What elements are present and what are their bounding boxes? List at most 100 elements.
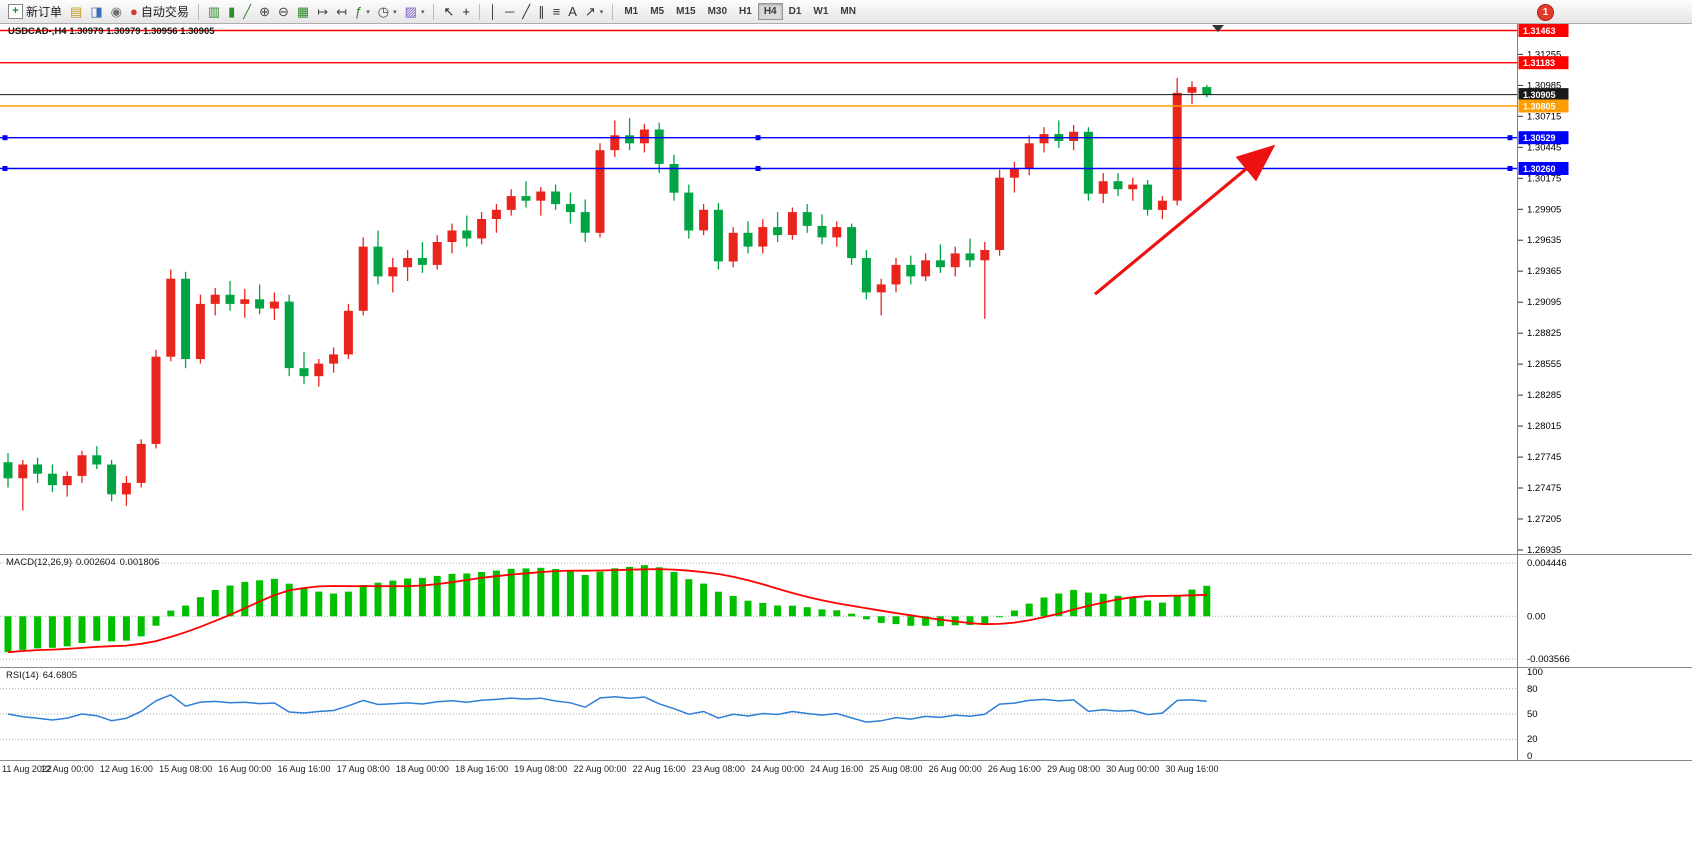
horizontal-price-lines[interactable] — [0, 29, 1517, 172]
candlesticks — [3, 77, 1212, 511]
rsi-grid: 100 80 50 20 0 — [0, 668, 1543, 760]
timeframe-w1[interactable]: W1 — [807, 3, 834, 20]
toolbar-separator — [197, 3, 199, 20]
svg-text:0: 0 — [1527, 751, 1532, 760]
trend-arrow[interactable] — [1093, 144, 1276, 296]
bar-chart-button[interactable]: ▥ — [204, 2, 224, 22]
time-label: 22 Aug 00:00 — [573, 764, 627, 774]
navigator-button[interactable]: ◉ — [107, 2, 126, 22]
indicators-button[interactable]: ƒ ▾ — [351, 2, 374, 22]
chevron-down-icon: ▾ — [393, 8, 397, 16]
auto-scroll-button[interactable]: ↦ — [313, 2, 332, 22]
channel-button[interactable]: ∥ — [534, 2, 549, 22]
macd-panel[interactable]: 0.004446 0.00 -0.003566 MACD(12,26,9) 0.002… — [0, 554, 1692, 667]
svg-text:1.28825: 1.28825 — [1527, 328, 1561, 339]
svg-text:1.26935: 1.26935 — [1527, 545, 1561, 554]
rsi-value: 64.6805 — [42, 670, 78, 681]
svg-text:-0.003566: -0.003566 — [1527, 654, 1570, 665]
vertical-line-icon: │ — [488, 4, 498, 19]
new-order-label: 新订单 — [26, 5, 63, 19]
time-label: 26 Aug 16:00 — [987, 764, 1041, 774]
trendline-button[interactable]: ╱ — [518, 2, 534, 22]
time-label: 11 Aug 2022 — [2, 764, 52, 774]
templates-button[interactable]: ▨ ▾ — [401, 2, 429, 22]
svg-text:1.30905: 1.30905 — [1523, 90, 1556, 100]
timeframe-d1[interactable]: D1 — [783, 3, 808, 20]
rsi-label: RSI(14) 64.6805 — [6, 670, 77, 681]
tile-windows-button[interactable]: ▦ — [293, 2, 313, 22]
zoom-out-button[interactable]: ⊖ — [274, 2, 293, 22]
fibonacci-button[interactable]: ≡ — [549, 2, 565, 22]
time-label: 16 Aug 00:00 — [218, 764, 272, 774]
new-order-button[interactable]: + 新订单 — [4, 2, 66, 22]
notification-badge[interactable]: 1 — [1537, 4, 1554, 21]
crosshair-icon: + — [462, 4, 470, 19]
market-watch-button[interactable]: ◨ — [86, 2, 106, 22]
auto-trading-button[interactable]: ● 自动交易 — [126, 2, 193, 22]
line-chart-icon: ╱ — [243, 4, 252, 19]
vertical-line-button[interactable]: │ — [485, 2, 501, 22]
time-label: 24 Aug 16:00 — [810, 764, 864, 774]
cursor-icon: ↖ — [443, 4, 455, 19]
svg-text:20: 20 — [1527, 734, 1538, 745]
timeframe-mn[interactable]: MN — [834, 3, 862, 20]
periods-button[interactable]: ◷ ▾ — [374, 2, 401, 22]
line-chart-button[interactable]: ╱ — [239, 2, 255, 22]
toolbar-separator — [433, 3, 435, 20]
chart-area: 1.31255 1.30985 1.30715 1.30445 1.30175 1.299… — [0, 24, 1692, 779]
timeframe-m15[interactable]: M15 — [670, 3, 701, 20]
horizontal-line-icon: ─ — [505, 4, 515, 19]
svg-text:1.30445: 1.30445 — [1527, 142, 1561, 153]
text-icon: A — [568, 4, 577, 19]
chart-shift-marker[interactable] — [1212, 25, 1224, 32]
svg-text:1.30805: 1.30805 — [1523, 102, 1556, 112]
text-button[interactable]: A — [564, 2, 581, 22]
time-label: 30 Aug 00:00 — [1106, 764, 1160, 774]
chevron-down-icon: ▾ — [366, 8, 370, 16]
svg-text:1.31255: 1.31255 — [1527, 49, 1561, 60]
line-handle — [1507, 135, 1513, 141]
timeframe-m5[interactable]: M5 — [644, 3, 670, 20]
timeframe-h4[interactable]: H4 — [757, 3, 783, 20]
new-chart-button[interactable]: ▤ — [66, 2, 86, 22]
new-chart-icon: ▤ — [70, 4, 83, 19]
toolbar-separator — [612, 3, 614, 20]
timeframe-m1[interactable]: M1 — [618, 3, 644, 20]
time-label: 24 Aug 00:00 — [751, 764, 805, 774]
time-label: 26 Aug 00:00 — [928, 764, 982, 774]
line-handle — [2, 135, 8, 141]
rsi-panel[interactable]: 100 80 50 20 0 RSI(14) 64.6805 — [0, 667, 1692, 760]
svg-text:1.28015: 1.28015 — [1527, 421, 1561, 432]
time-axis: 11 Aug 2022 12 Aug 00:00 12 Aug 16:00 15 Au… — [0, 760, 1692, 779]
bar-chart-icon: ▥ — [207, 4, 221, 19]
cursor-button[interactable]: ↖ — [439, 2, 458, 22]
timeframe-h1[interactable]: H1 — [733, 3, 758, 20]
candlestick-chart-button[interactable]: ▮ — [224, 2, 239, 22]
zoom-out-icon: ⊖ — [278, 4, 289, 19]
chevron-down-icon: ▾ — [420, 8, 425, 16]
svg-text:1.31463: 1.31463 — [1523, 26, 1556, 36]
rsi-chart-svg: 100 80 50 20 0 — [0, 668, 1543, 760]
time-label: 12 Aug 16:00 — [99, 764, 153, 774]
new-order-icon: + — [8, 4, 23, 19]
macd-chart-svg: 0.004446 0.00 -0.003566 — [0, 555, 1570, 667]
macd-label: MACD(12,26,9) 0.002604 0.001806 — [6, 557, 159, 568]
timeframe-m30[interactable]: M30 — [702, 3, 733, 20]
price-panel[interactable]: 1.31255 1.30985 1.30715 1.30445 1.30175 1.299… — [0, 24, 1692, 554]
crosshair-button[interactable]: + — [458, 2, 474, 22]
svg-text:1.30529: 1.30529 — [1523, 133, 1556, 143]
chart-shift-button[interactable]: ↤ — [332, 2, 351, 22]
tile-windows-icon: ▦ — [296, 4, 310, 19]
arrows-button[interactable]: ↗ ▾ — [581, 2, 607, 22]
line-handle — [2, 166, 8, 171]
navigator-icon: ◉ — [110, 4, 122, 19]
zoom-in-button[interactable]: ⊕ — [255, 2, 274, 22]
time-label: 18 Aug 00:00 — [395, 764, 449, 774]
market-watch-icon: ◨ — [90, 4, 103, 19]
svg-text:1.30715: 1.30715 — [1527, 111, 1561, 122]
horizontal-line-button[interactable]: ─ — [501, 2, 518, 22]
trendline-icon: ╱ — [522, 4, 531, 19]
toolbar: + 新订单 ▤ ◨ ◉ ● 自动交易 ▥ ▮ ╱ ⊕ ⊖ ▦ ↦ ↤ ƒ ▾ ◷ ▾ ▨ ▾ ↖ + │ ─ ╱ ∥ ≡ A ↗ ▾ M1 M5… — [0, 0, 1692, 24]
line-handle — [1507, 166, 1513, 171]
